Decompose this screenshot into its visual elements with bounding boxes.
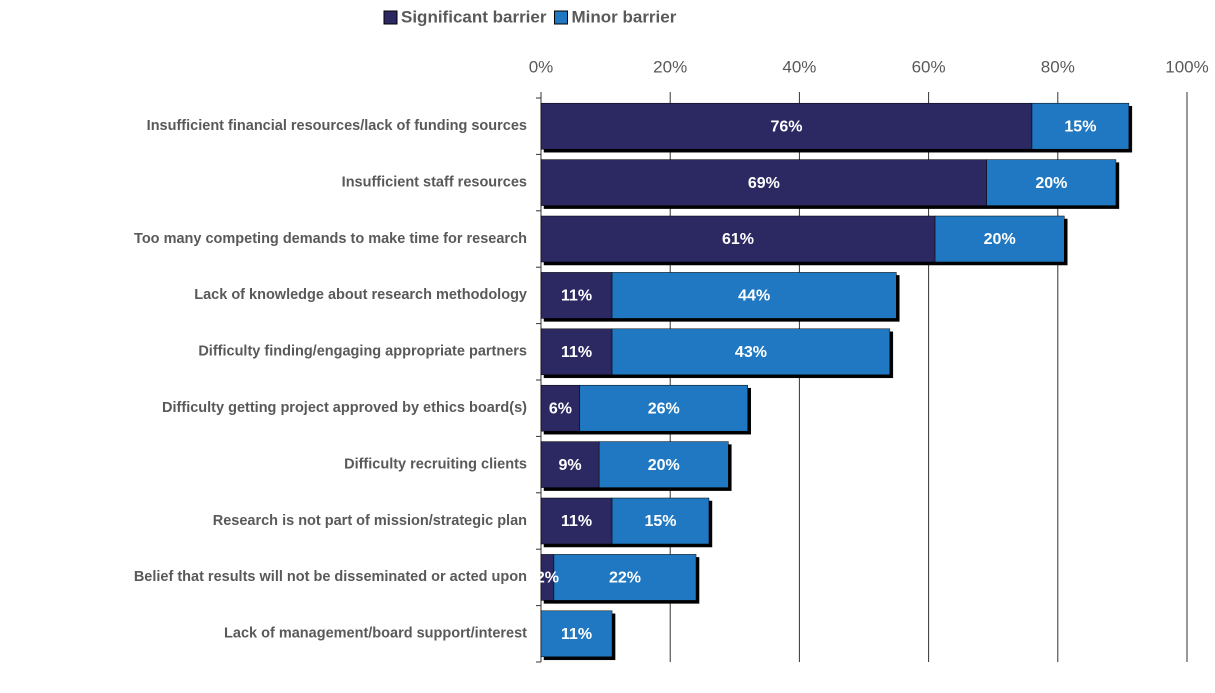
category-label: Difficulty recruiting clients: [344, 456, 527, 472]
bar-segment: [540, 497, 613, 545]
value-label: 69%: [748, 175, 780, 192]
legend-label: Minor barrier: [571, 7, 676, 26]
value-label: 11%: [561, 626, 592, 643]
value-labels: 76% 15% 69% 20% 61% 20% 11% 44% 11% 43% 6% 26% 9% 20%…: [536, 118, 1097, 643]
x-tick-label: 100%: [1165, 57, 1208, 76]
bar-segment: [540, 610, 613, 658]
bar-segment: [611, 497, 710, 545]
value-label: 11%: [561, 513, 592, 530]
bar-segment: [540, 159, 987, 206]
bar-segment: [540, 272, 613, 319]
value-label: 11%: [561, 344, 592, 361]
value-label: 2%: [536, 570, 559, 587]
legend: Significant barrier Minor barrier: [383, 7, 677, 26]
bars: [540, 102, 1130, 658]
bar-segment: [540, 384, 581, 432]
value-label: 20%: [648, 457, 680, 474]
category-label: Insufficient staff resources: [342, 174, 527, 190]
value-label: 6%: [549, 400, 572, 417]
value-label: 15%: [644, 513, 676, 530]
bar-segment: [540, 441, 600, 488]
legend-label: Significant barrier: [401, 7, 547, 26]
value-label: 76%: [770, 118, 802, 135]
bar-segment: [1031, 102, 1130, 150]
x-tick-label: 20%: [653, 57, 687, 76]
value-label: 44%: [738, 288, 770, 305]
bar-segment: [540, 328, 613, 376]
bar-segment: [579, 384, 748, 432]
value-label: 15%: [1064, 118, 1096, 135]
legend-swatch: [553, 10, 568, 25]
category-label: Research is not part of mission/strategi…: [213, 513, 527, 529]
bar-segment: [553, 554, 697, 601]
value-label: 9%: [559, 457, 582, 474]
bar-segment: [611, 328, 891, 376]
bar-segment: [611, 272, 897, 319]
x-tick-label: 80%: [1041, 57, 1075, 76]
category-label: Lack of management/board support/interes…: [224, 626, 527, 642]
category-label: Difficulty getting project approved by e…: [162, 400, 527, 416]
value-label: 61%: [722, 231, 754, 248]
legend-swatch: [383, 10, 398, 25]
x-tick-label: 0%: [529, 57, 554, 76]
x-tick-label: 60%: [912, 57, 946, 76]
category-label: Difficulty finding/engaging appropriate …: [198, 344, 527, 360]
category-label: Lack of knowledge about research methodo…: [194, 287, 527, 303]
value-label: 11%: [561, 288, 592, 305]
category-label: Insufficient financial resources/lack of…: [147, 118, 527, 134]
value-label: 20%: [1035, 175, 1067, 192]
x-tick-label: 40%: [782, 57, 816, 76]
bar-segment: [598, 441, 729, 488]
value-label: 43%: [735, 344, 767, 361]
bar-segment: [540, 102, 1033, 150]
bar-segment: [986, 159, 1117, 206]
bar-segment: [934, 215, 1065, 263]
category-label: Belief that results will not be dissemin…: [134, 569, 527, 585]
value-label: 20%: [984, 231, 1016, 248]
value-label: 22%: [609, 570, 641, 587]
value-label: 26%: [648, 400, 680, 417]
category-label: Too many competing demands to make time …: [134, 231, 527, 247]
